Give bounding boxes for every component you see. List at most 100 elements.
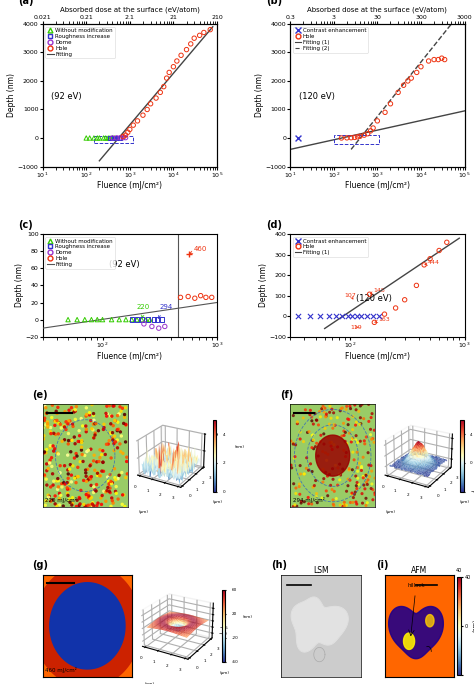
Point (41, 415, 48, 426)
Point (354, 131, 361, 142)
Point (68, 477, 75, 488)
Point (88, 314, 95, 325)
Text: (92 eV): (92 eV) (51, 92, 82, 101)
Point (337, 470, 344, 481)
Point (184, 291, 192, 302)
Text: 163: 163 (375, 317, 390, 323)
Point (116, 314, 123, 325)
Point (359, 498, 366, 509)
Point (53, 475, 61, 486)
Point (90, 419, 97, 430)
Point (61, 479, 69, 490)
Point (328, 444, 336, 455)
Point (72, 406, 79, 417)
Point (368, 466, 375, 477)
Y-axis label: Depth (nm): Depth (nm) (255, 73, 264, 117)
Point (111, 415, 119, 426)
Point (330, 408, 337, 419)
Point (111, 463, 118, 474)
Point (170, 62, 177, 73)
Point (158, 314, 165, 325)
Point (101, 449, 109, 460)
Y-axis label: Depth (nm): Depth (nm) (259, 263, 268, 307)
Point (109, 401, 117, 412)
Point (68, 470, 75, 481)
Polygon shape (403, 633, 415, 649)
Point (84, 488, 92, 499)
Point (66, 459, 74, 470)
Point (73, 448, 80, 459)
Point (65, 415, 73, 426)
Point (122, 419, 129, 430)
Point (94, 470, 101, 481)
Point (100, 419, 108, 430)
Point (370, 311, 377, 321)
Point (72, 472, 79, 483)
Point (91, 418, 99, 429)
Point (302, 463, 310, 474)
Point (357, 311, 365, 321)
Point (114, 424, 121, 435)
Point (365, 416, 373, 427)
Point (92, 485, 100, 496)
Point (114, 410, 121, 421)
Point (50, 445, 57, 456)
Point (298, 496, 305, 507)
Point (100, 486, 108, 497)
Point (291, 453, 298, 464)
Point (114, 473, 122, 484)
Point (404, 75, 411, 86)
Point (51, 415, 59, 426)
Point (61, 406, 69, 417)
Point (96, 471, 103, 482)
Point (314, 451, 322, 462)
Point (68, 435, 76, 446)
Point (328, 440, 335, 451)
Point (78, 436, 85, 447)
Point (369, 433, 376, 444)
Point (349, 433, 356, 444)
Point (85, 474, 93, 485)
Point (65, 405, 73, 416)
Point (187, 38, 194, 49)
Point (310, 480, 318, 491)
Point (307, 405, 314, 416)
Point (290, 501, 297, 512)
Point (348, 488, 356, 499)
Point (319, 403, 326, 414)
Point (326, 468, 333, 479)
Point (339, 464, 346, 475)
Point (362, 493, 370, 504)
Point (367, 412, 375, 423)
Text: 40: 40 (456, 568, 462, 573)
Point (97, 471, 104, 482)
Point (319, 446, 327, 457)
Point (48, 412, 55, 423)
Point (329, 423, 337, 434)
Point (41, 469, 48, 480)
Point (81, 501, 89, 512)
Point (331, 420, 339, 431)
Point (343, 447, 350, 458)
Point (90, 432, 98, 443)
Point (122, 472, 129, 483)
Text: 107: 107 (345, 293, 356, 299)
Point (105, 478, 113, 489)
Point (39, 422, 47, 433)
Point (303, 452, 310, 463)
Point (106, 133, 114, 144)
Point (313, 415, 320, 425)
Point (349, 311, 356, 321)
Y-axis label: (μm): (μm) (460, 500, 470, 504)
Point (161, 321, 169, 332)
Point (102, 133, 109, 144)
Point (48, 461, 55, 472)
Point (334, 479, 341, 490)
Point (81, 450, 89, 461)
Point (76, 499, 84, 510)
Point (42, 402, 50, 413)
Point (365, 399, 373, 410)
Point (106, 133, 114, 144)
Point (99, 457, 107, 468)
Point (122, 314, 130, 325)
